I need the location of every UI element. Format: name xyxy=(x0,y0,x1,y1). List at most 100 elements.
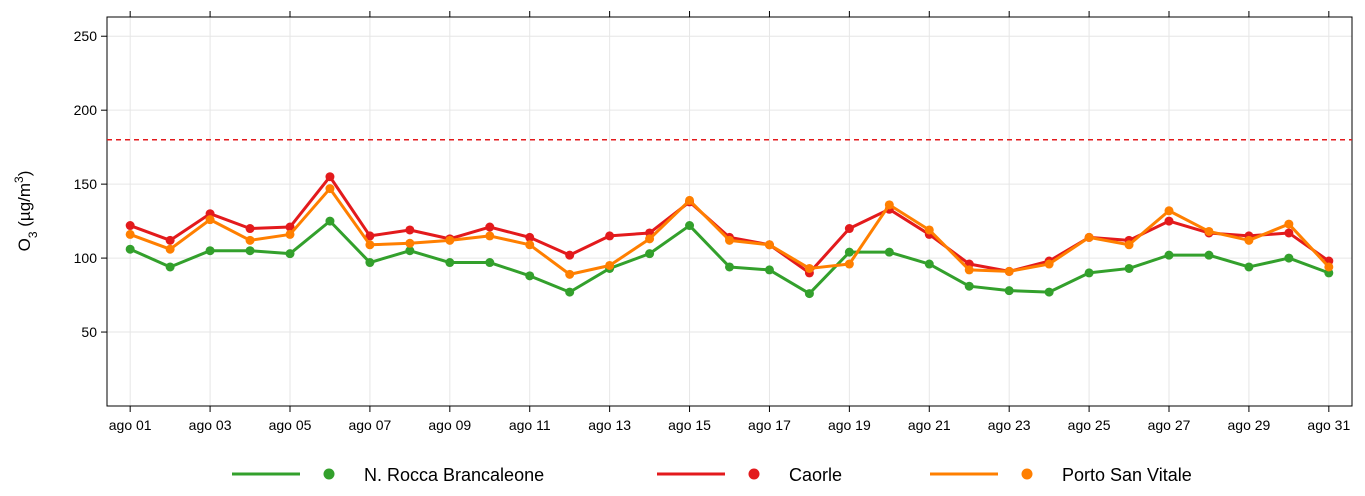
x-tick-label: ago 17 xyxy=(748,417,791,433)
x-tick-label: ago 31 xyxy=(1307,417,1350,433)
x-tick-label: ago 27 xyxy=(1148,417,1191,433)
data-point xyxy=(884,247,894,257)
data-point xyxy=(1244,262,1254,272)
data-point xyxy=(1284,253,1294,263)
data-point xyxy=(1284,219,1294,229)
y-tick-label: 100 xyxy=(74,250,98,266)
y-tick-label: 150 xyxy=(74,176,98,192)
data-point xyxy=(405,238,415,248)
data-point xyxy=(1124,263,1134,273)
x-tick-label: ago 07 xyxy=(348,417,391,433)
legend-marker xyxy=(748,468,760,480)
x-tick-label: ago 23 xyxy=(988,417,1031,433)
data-point xyxy=(405,246,415,256)
data-point xyxy=(924,225,934,235)
x-tick-label: ago 13 xyxy=(588,417,631,433)
x-tick-label: ago 29 xyxy=(1228,417,1271,433)
data-point xyxy=(285,249,295,259)
legend-label: Porto San Vitale xyxy=(1062,465,1192,485)
data-point xyxy=(645,234,655,244)
data-point xyxy=(525,240,535,250)
data-point xyxy=(725,235,734,245)
data-point xyxy=(764,240,774,250)
data-point xyxy=(485,258,495,268)
data-point xyxy=(1164,216,1174,226)
legend-label: N. Rocca Brancaleone xyxy=(364,465,544,485)
data-point xyxy=(764,265,774,275)
data-point xyxy=(804,263,814,273)
x-tick-label: ago 09 xyxy=(428,417,471,433)
legend-marker xyxy=(323,468,335,480)
data-point xyxy=(565,250,575,260)
data-point xyxy=(405,225,415,235)
data-point xyxy=(125,221,135,231)
x-tick-label: ago 25 xyxy=(1068,417,1111,433)
data-point xyxy=(285,229,295,239)
x-tick-label: ago 01 xyxy=(109,417,152,433)
data-point xyxy=(1164,206,1174,216)
y-tick-label: 250 xyxy=(74,28,98,44)
data-point xyxy=(165,262,175,272)
data-point xyxy=(645,249,655,259)
data-point xyxy=(325,172,335,182)
data-point xyxy=(1004,266,1014,276)
data-point xyxy=(485,222,495,232)
data-point xyxy=(685,221,695,231)
data-point xyxy=(165,235,175,245)
data-point xyxy=(205,246,215,256)
y-label-part: ) xyxy=(15,171,34,177)
x-tick-label: ago 11 xyxy=(509,417,551,433)
y-label-part: (µg/m xyxy=(15,183,34,232)
data-point xyxy=(565,287,575,297)
data-point xyxy=(245,235,255,245)
data-point xyxy=(1164,250,1174,260)
data-point xyxy=(165,244,175,254)
data-point xyxy=(605,260,615,270)
data-point xyxy=(285,222,295,232)
data-point xyxy=(804,289,814,299)
data-point xyxy=(325,184,335,194)
data-point xyxy=(245,246,255,256)
data-point xyxy=(565,269,575,279)
data-point xyxy=(844,259,854,269)
data-point xyxy=(964,265,974,275)
y-label-part: O xyxy=(15,238,34,251)
data-point xyxy=(125,244,135,254)
data-point xyxy=(1044,287,1054,297)
data-point xyxy=(844,224,854,234)
data-point xyxy=(485,231,495,241)
y-tick-label: 50 xyxy=(81,324,97,340)
data-point xyxy=(365,231,375,241)
data-point xyxy=(125,229,135,239)
data-point xyxy=(844,247,854,257)
data-point xyxy=(605,231,615,241)
data-point xyxy=(1204,250,1214,260)
y-label-part: 3 xyxy=(12,176,26,183)
data-point xyxy=(884,200,894,210)
data-point xyxy=(1284,228,1294,238)
x-tick-label: ago 15 xyxy=(668,417,711,433)
data-point xyxy=(365,258,375,268)
data-point xyxy=(1244,235,1254,245)
data-point xyxy=(964,281,974,291)
data-point xyxy=(365,240,375,250)
data-point xyxy=(1124,240,1134,250)
y-label-part: 3 xyxy=(26,231,40,238)
data-point xyxy=(525,271,535,281)
legend-label: Caorle xyxy=(789,465,842,485)
legend-marker xyxy=(1021,468,1033,480)
data-point xyxy=(1324,262,1334,272)
plot-frame xyxy=(106,16,1353,407)
data-point xyxy=(725,262,734,272)
data-point xyxy=(1044,259,1054,269)
data-point xyxy=(924,259,934,269)
data-point xyxy=(685,195,695,205)
data-point xyxy=(445,235,455,245)
x-tick-label: ago 05 xyxy=(269,417,312,433)
data-point xyxy=(325,216,335,226)
data-point xyxy=(1004,286,1014,296)
data-point xyxy=(1084,232,1094,242)
data-point xyxy=(245,224,255,234)
